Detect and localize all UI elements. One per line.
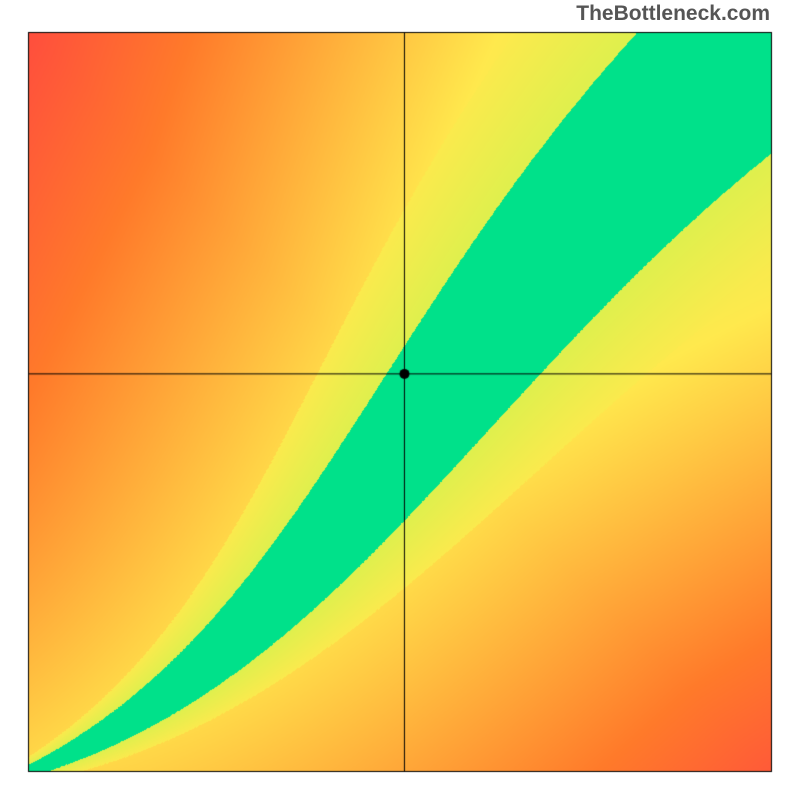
chart-container: TheBottleneck.com xyxy=(0,0,800,800)
watermark-text: TheBottleneck.com xyxy=(576,2,770,26)
heatmap-canvas xyxy=(0,0,800,800)
